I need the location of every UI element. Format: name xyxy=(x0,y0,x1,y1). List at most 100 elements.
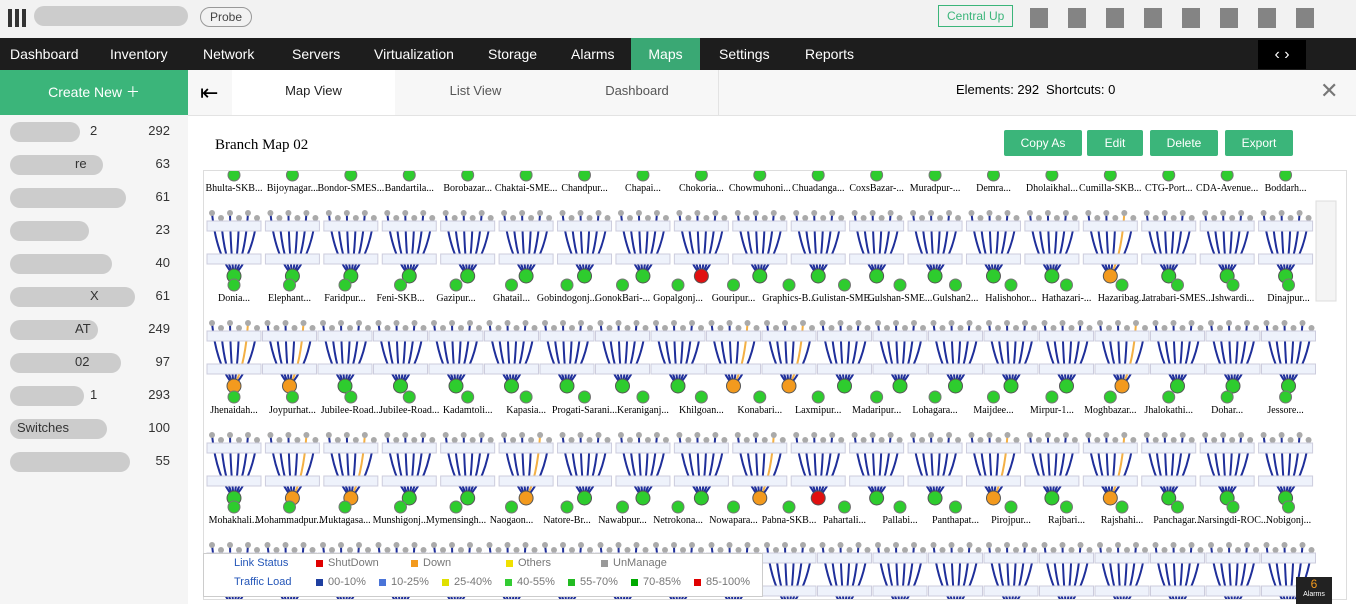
map-node[interactable]: Graphics-B... xyxy=(761,278,817,394)
tab[interactable]: List View xyxy=(395,70,557,115)
map-node[interactable]: Ishwardi... xyxy=(1205,278,1261,394)
map-node[interactable]: Pallabi... xyxy=(872,500,928,600)
map-node[interactable]: Ghatail... xyxy=(484,278,539,394)
collapse-icon[interactable]: ⇤ xyxy=(200,80,219,105)
nav-item[interactable]: Network xyxy=(203,46,255,62)
map-node[interactable]: Hathazari-... xyxy=(1039,278,1094,394)
apps-icon[interactable] xyxy=(8,9,26,27)
nav-item[interactable]: Alarms xyxy=(571,46,615,62)
nav-item[interactable]: Inventory xyxy=(110,46,168,62)
map-node[interactable]: Moghbazar... xyxy=(1082,390,1138,506)
action-button[interactable]: Export xyxy=(1225,130,1293,156)
sidebar-item[interactable]: X 61 xyxy=(0,280,188,313)
map-node[interactable]: CDA-Avenue... xyxy=(1196,170,1258,284)
map-node[interactable]: Jhenaidah... xyxy=(206,390,262,506)
map-node[interactable]: Gopalgonj... xyxy=(650,278,706,394)
tab[interactable]: Map View xyxy=(232,70,396,115)
sidebar-item[interactable]: AT 249 xyxy=(0,313,188,346)
map-node[interactable]: Chuadanga... xyxy=(790,170,846,284)
map-node[interactable]: Jubilee-Road... xyxy=(321,390,381,506)
map-node[interactable]: Khilgoan... xyxy=(673,390,729,506)
map-node[interactable]: Dinajpur... xyxy=(1261,278,1316,394)
map-node[interactable]: Bandartila... xyxy=(381,170,437,284)
map-node[interactable]: Bondor-SMES... xyxy=(317,170,384,284)
map-node[interactable]: Jessore... xyxy=(1258,390,1314,506)
tab[interactable]: Dashboard xyxy=(556,70,719,115)
map-node[interactable]: Donia... xyxy=(206,278,262,394)
map-node[interactable]: Panthapat... xyxy=(928,500,983,600)
map-node[interactable]: Gobindogonj... xyxy=(537,278,597,394)
nav-item[interactable]: Settings xyxy=(719,46,770,62)
sidebar-item[interactable]: 61 xyxy=(0,181,188,214)
map-node[interactable]: Panchagar... xyxy=(1150,500,1205,600)
map-node[interactable]: Chapai... xyxy=(615,170,671,284)
nav-item[interactable]: Virtualization xyxy=(374,46,454,62)
map-node[interactable]: CoxsBazar-... xyxy=(849,170,905,284)
nav-item[interactable]: Servers xyxy=(292,46,341,62)
alarm-badge[interactable]: 6 Alarms xyxy=(1296,577,1332,604)
sidebar-item[interactable]: Switches 100 xyxy=(0,412,188,445)
map-node[interactable]: Rajbari... xyxy=(1039,500,1094,600)
map-node[interactable]: Laxmipur... xyxy=(790,390,846,506)
map-node[interactable]: Kapasia... xyxy=(498,390,554,506)
map-node[interactable]: Chandpur... xyxy=(557,170,613,284)
map-node[interactable]: Bhulta-SKB... xyxy=(206,170,263,284)
map-node[interactable]: Gazipur... xyxy=(428,278,484,394)
nav-arrows[interactable]: ‹ › xyxy=(1258,40,1306,69)
map-node[interactable]: Narsingdi-ROC... xyxy=(1198,500,1269,600)
map-node[interactable]: Gulistan-SME... xyxy=(812,278,877,394)
map-node[interactable]: Lohagara... xyxy=(907,390,963,506)
map-node[interactable]: Faridpur... xyxy=(317,278,373,394)
map-node[interactable]: Mirpur-1... xyxy=(1024,390,1080,506)
nav-item[interactable]: Storage xyxy=(488,46,538,62)
action-button[interactable]: Copy As xyxy=(1004,130,1082,156)
map-node[interactable]: Chokoria... xyxy=(673,170,729,284)
map-node[interactable]: Progati-Sarani... xyxy=(552,390,617,506)
map-node[interactable]: Bijoynagar... xyxy=(264,170,320,284)
map-node[interactable]: Joypurhat... xyxy=(264,390,320,506)
map-node[interactable]: Cumilla-SKB... xyxy=(1079,170,1142,284)
map-node[interactable]: Gulshan2... xyxy=(928,278,983,394)
map-node[interactable]: Konabari... xyxy=(732,390,788,506)
map-node[interactable]: Dholaikhal... xyxy=(1024,170,1080,284)
map-node[interactable]: Rajshahi... xyxy=(1094,500,1150,600)
map-node[interactable]: Feni-SKB... xyxy=(373,278,428,394)
create-new[interactable]: Create New ＋ xyxy=(0,70,188,115)
sidebar-item[interactable]: 40 xyxy=(0,247,188,280)
nav-item[interactable]: Maps xyxy=(631,38,700,70)
toolbar-icons[interactable] xyxy=(1030,8,1330,28)
map-node[interactable]: Muradpur-... xyxy=(907,170,963,284)
map-node[interactable]: Jhalokathi... xyxy=(1141,390,1197,506)
nav-item[interactable]: Reports xyxy=(805,46,855,62)
map-node[interactable]: Dohar... xyxy=(1199,390,1255,506)
map-node[interactable]: Pahartali... xyxy=(817,500,872,600)
sidebar-item[interactable]: 23 xyxy=(0,214,188,247)
sidebar-item[interactable]: 02 97 xyxy=(0,346,188,379)
map-node[interactable]: Jubilee-Road... xyxy=(379,390,439,506)
map-node[interactable]: Demra... xyxy=(965,170,1021,284)
map-node[interactable]: Borobazar... xyxy=(440,170,496,284)
sidebar-item[interactable]: 1 293 xyxy=(0,379,188,412)
sidebar-item[interactable]: re 63 xyxy=(0,148,188,181)
map-node[interactable]: Pirojpur... xyxy=(983,500,1039,600)
map-node[interactable]: Hazaribag... xyxy=(1094,278,1150,394)
map-node[interactable]: Chowmuhoni... xyxy=(729,170,791,284)
close[interactable]: ✕ xyxy=(1320,78,1339,103)
action-button[interactable]: Edit xyxy=(1087,130,1143,156)
map-node[interactable]: Keraniganj... xyxy=(615,390,671,506)
map-node[interactable]: Chaktai-SME... xyxy=(495,170,557,284)
map-node[interactable]: Halishohor... xyxy=(983,278,1039,394)
map-node[interactable]: Gouripur... xyxy=(706,278,761,394)
map-node[interactable]: CTG-Port... xyxy=(1141,170,1197,284)
sidebar-item[interactable]: 55 xyxy=(0,445,188,478)
map-node[interactable]: Pabna-SKB... xyxy=(761,500,817,600)
map-node[interactable]: GonokBari-... xyxy=(595,278,650,394)
central-status[interactable]: Central Up xyxy=(938,5,1014,27)
map-node[interactable]: Elephant... xyxy=(262,278,317,394)
map-node[interactable]: Boddarh... xyxy=(1258,170,1314,284)
map-node[interactable]: Maijdee... xyxy=(965,390,1021,506)
sidebar-item[interactable]: 2 292 xyxy=(0,115,188,148)
map-node[interactable]: Kadamtoli... xyxy=(440,390,496,506)
map-node[interactable]: Madaripur... xyxy=(849,390,905,506)
nav-item[interactable]: Dashboard xyxy=(10,46,79,62)
